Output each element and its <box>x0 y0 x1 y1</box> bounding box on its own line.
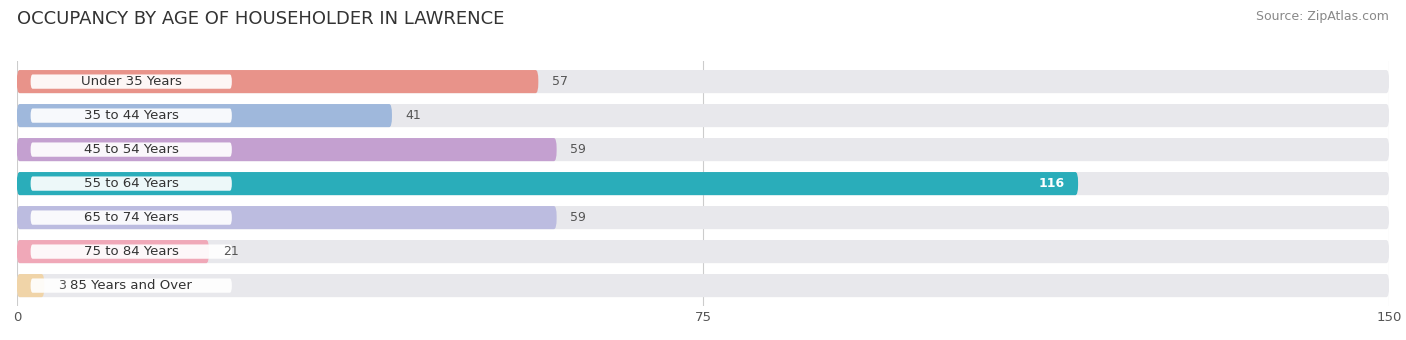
FancyBboxPatch shape <box>17 70 1389 93</box>
FancyBboxPatch shape <box>31 210 232 225</box>
Text: 3: 3 <box>58 279 66 292</box>
Text: 35 to 44 Years: 35 to 44 Years <box>84 109 179 122</box>
FancyBboxPatch shape <box>31 142 232 157</box>
FancyBboxPatch shape <box>17 70 538 93</box>
Text: 41: 41 <box>406 109 422 122</box>
Text: 55 to 64 Years: 55 to 64 Years <box>84 177 179 190</box>
Text: 45 to 54 Years: 45 to 54 Years <box>84 143 179 156</box>
Text: 21: 21 <box>222 245 239 258</box>
Text: 85 Years and Over: 85 Years and Over <box>70 279 193 292</box>
FancyBboxPatch shape <box>17 172 1389 195</box>
Text: Under 35 Years: Under 35 Years <box>80 75 181 88</box>
FancyBboxPatch shape <box>17 274 1389 297</box>
FancyBboxPatch shape <box>17 240 209 263</box>
FancyBboxPatch shape <box>31 278 232 293</box>
FancyBboxPatch shape <box>31 74 232 89</box>
FancyBboxPatch shape <box>17 104 392 127</box>
Text: 65 to 74 Years: 65 to 74 Years <box>84 211 179 224</box>
Text: 116: 116 <box>1038 177 1064 190</box>
Text: 75 to 84 Years: 75 to 84 Years <box>84 245 179 258</box>
FancyBboxPatch shape <box>31 108 232 123</box>
FancyBboxPatch shape <box>31 244 232 259</box>
FancyBboxPatch shape <box>17 172 1078 195</box>
FancyBboxPatch shape <box>31 176 232 191</box>
FancyBboxPatch shape <box>17 206 557 229</box>
FancyBboxPatch shape <box>17 274 45 297</box>
FancyBboxPatch shape <box>17 138 557 161</box>
FancyBboxPatch shape <box>17 138 1389 161</box>
FancyBboxPatch shape <box>17 240 1389 263</box>
Text: 59: 59 <box>571 143 586 156</box>
Text: Source: ZipAtlas.com: Source: ZipAtlas.com <box>1256 10 1389 23</box>
Text: 59: 59 <box>571 211 586 224</box>
Text: 57: 57 <box>553 75 568 88</box>
FancyBboxPatch shape <box>17 104 1389 127</box>
FancyBboxPatch shape <box>17 206 1389 229</box>
Text: OCCUPANCY BY AGE OF HOUSEHOLDER IN LAWRENCE: OCCUPANCY BY AGE OF HOUSEHOLDER IN LAWRE… <box>17 10 505 28</box>
